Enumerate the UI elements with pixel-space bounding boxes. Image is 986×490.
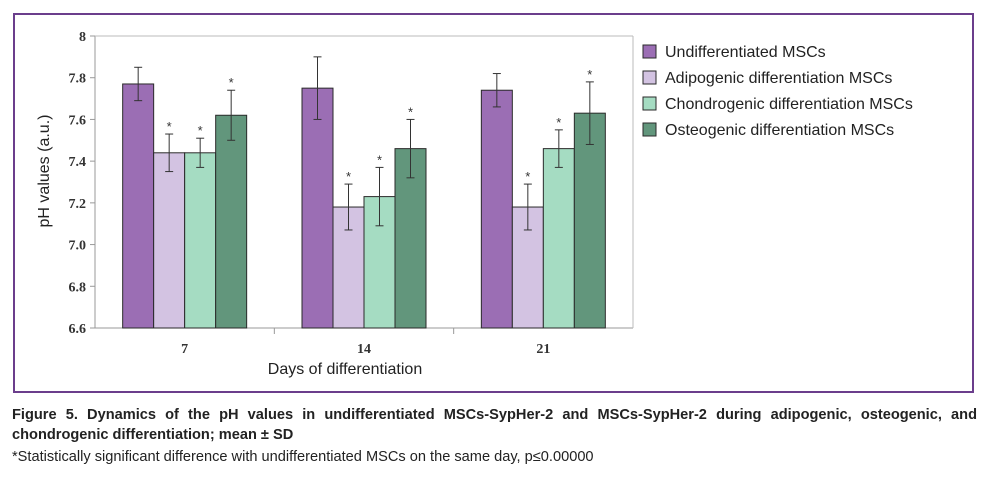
bar-chart: 6.6 6.8 7.0 7.2 7.4 7.6 7.8 8 7 * * * 14 * * * 21 * * * Und… bbox=[36, 30, 913, 378]
y-tick-label: 6.8 bbox=[69, 280, 87, 295]
bar bbox=[122, 83, 155, 329]
x-tick-label: 14 bbox=[357, 342, 371, 357]
y-tick-label: 7.2 bbox=[69, 197, 87, 212]
significance-star: * bbox=[377, 152, 382, 167]
legend-swatch bbox=[642, 96, 657, 111]
significance-star: * bbox=[229, 75, 234, 90]
bar bbox=[301, 87, 334, 329]
caption-title: Figure 5. Dynamics of the pH values in u… bbox=[12, 407, 977, 443]
significance-star: * bbox=[198, 123, 203, 138]
bar bbox=[480, 89, 513, 329]
x-tick-label: 7 bbox=[181, 342, 188, 357]
legend-label: Undifferentiated MSCs bbox=[665, 44, 826, 61]
legend-swatch bbox=[642, 44, 657, 59]
legend-label: Adipogenic differentiation MSCs bbox=[665, 70, 892, 87]
figure-frame: 6.6 6.8 7.0 7.2 7.4 7.6 7.8 8 7 * * * 14 * * * 21 * * * Und… bbox=[13, 13, 974, 393]
significance-star: * bbox=[556, 115, 561, 130]
bar bbox=[184, 152, 217, 329]
y-tick-label: 7.4 bbox=[69, 155, 87, 170]
bar bbox=[215, 114, 248, 329]
bar bbox=[573, 112, 606, 329]
legend-label: Osteogenic differentiation MSCs bbox=[665, 122, 894, 139]
bar bbox=[153, 152, 186, 329]
significance-star: * bbox=[587, 67, 592, 82]
bar bbox=[394, 148, 427, 329]
legend-swatch bbox=[642, 70, 657, 85]
x-tick-label: 21 bbox=[536, 342, 550, 357]
legend-label: Chondrogenic differentiation MSCs bbox=[665, 96, 913, 113]
y-tick-label: 7.8 bbox=[69, 72, 87, 87]
plot-area: 6.6 6.8 7.0 7.2 7.4 7.6 7.8 8 7 * * * 14 * * * 21 * * * bbox=[69, 30, 634, 357]
y-tick-label: 6.6 bbox=[69, 322, 87, 337]
y-tick-label: 7.0 bbox=[69, 239, 87, 254]
significance-star: * bbox=[525, 169, 530, 184]
y-tick-label: 8 bbox=[79, 30, 86, 45]
figure-caption: Figure 5. Dynamics of the pH values in u… bbox=[12, 405, 977, 467]
significance-star: * bbox=[346, 169, 351, 184]
legend-swatch bbox=[642, 122, 657, 137]
x-axis-title: Days of differentiation bbox=[268, 361, 422, 378]
legend: Undifferentiated MSCs Adipogenic differen… bbox=[642, 44, 913, 139]
caption-footnote: *Statistically significant difference wi… bbox=[12, 449, 594, 465]
y-axis-title: pH values (a.u.) bbox=[36, 115, 53, 228]
significance-star: * bbox=[408, 104, 413, 119]
bar bbox=[542, 148, 575, 329]
y-tick-label: 7.6 bbox=[69, 113, 87, 128]
significance-star: * bbox=[167, 119, 172, 134]
